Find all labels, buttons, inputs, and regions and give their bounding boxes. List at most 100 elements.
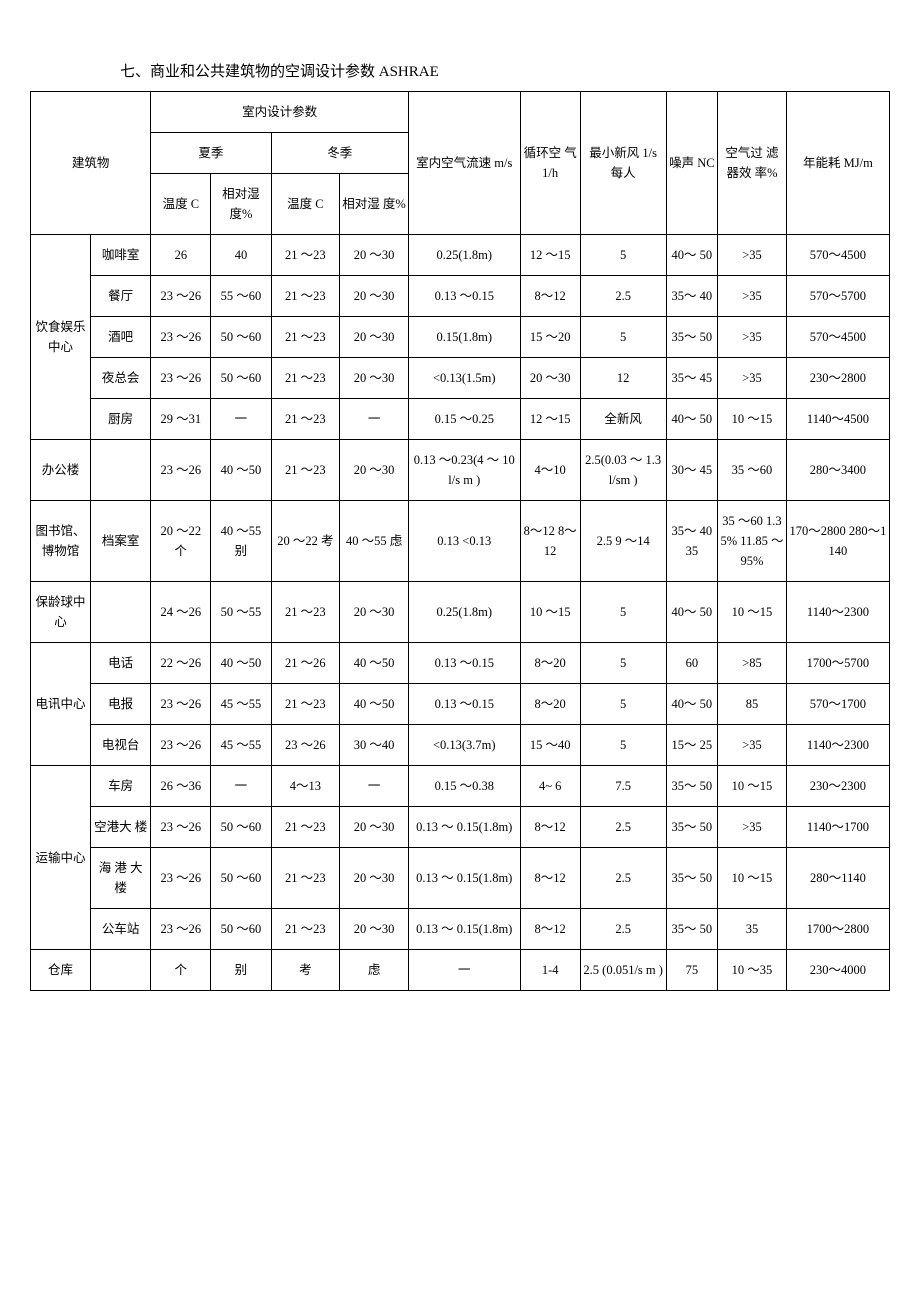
cell: 21 ～23 bbox=[271, 684, 340, 725]
cell: 15 ～20 bbox=[520, 317, 580, 358]
cell: 570～4500 bbox=[786, 235, 889, 276]
cell bbox=[91, 582, 151, 643]
cell: 0.13 ～ 0.15(1.8m) bbox=[408, 848, 520, 909]
cell: 公车站 bbox=[91, 909, 151, 950]
cell: 22 ～26 bbox=[151, 643, 211, 684]
cell: 50 ～60 bbox=[211, 807, 271, 848]
cell: 20 ～30 bbox=[340, 358, 409, 399]
cell: 一 bbox=[340, 766, 409, 807]
cell: 空港大 楼 bbox=[91, 807, 151, 848]
cell: 海 港 大 楼 bbox=[91, 848, 151, 909]
cell: 23 ～26 bbox=[151, 725, 211, 766]
cell: 10 ～15 bbox=[718, 582, 787, 643]
cell-category: 保龄球中 心 bbox=[31, 582, 91, 643]
cell: 1140～2300 bbox=[786, 582, 889, 643]
cell: 60 bbox=[666, 643, 718, 684]
cell: 0.25(1.8m) bbox=[408, 235, 520, 276]
cell: 0.13 ～0.15 bbox=[408, 684, 520, 725]
cell: 30 ～40 bbox=[340, 725, 409, 766]
hdr-airspeed: 室内空气流速 m/s bbox=[408, 92, 520, 235]
cell: 2.5 bbox=[580, 848, 666, 909]
cell: >35 bbox=[718, 725, 787, 766]
cell: 40～ 50 bbox=[666, 399, 718, 440]
cell: 23 ～26 bbox=[151, 684, 211, 725]
cell: 23 ～26 bbox=[151, 358, 211, 399]
hdr-filter: 空气过 滤 器效 率% bbox=[718, 92, 787, 235]
cell: 5 bbox=[580, 582, 666, 643]
cell: 21 ～26 bbox=[271, 643, 340, 684]
hdr-building: 建筑物 bbox=[31, 92, 151, 235]
cell: 2.5 bbox=[580, 909, 666, 950]
cell: 8～12 8～12 bbox=[520, 501, 580, 582]
cell: 21 ～23 bbox=[271, 399, 340, 440]
cell: 40～ 50 bbox=[666, 684, 718, 725]
cell: 30～ 45 bbox=[666, 440, 718, 501]
cell-category: 仓库 bbox=[31, 950, 91, 991]
cell: 一 bbox=[408, 950, 520, 991]
cell: 35 ～60 bbox=[718, 440, 787, 501]
table-row: 图书馆、 博物馆 档案室 20 ～22 个 40 ～55 别 20 ～22 考 … bbox=[31, 501, 890, 582]
cell: 40～ 50 bbox=[666, 582, 718, 643]
cell: 230～2300 bbox=[786, 766, 889, 807]
hdr-summer-rh: 相对湿 度% bbox=[211, 174, 271, 235]
table-row: 餐厅 23 ～26 55 ～60 21 ～23 20 ～30 0.13 ～0.1… bbox=[31, 276, 890, 317]
cell: 230～2800 bbox=[786, 358, 889, 399]
cell: 20 ～30 bbox=[340, 807, 409, 848]
table-row: 办公楼 23 ～26 40 ～50 21 ～23 20 ～30 0.13 ～0.… bbox=[31, 440, 890, 501]
cell-category: 电讯中心 bbox=[31, 643, 91, 766]
cell: 40 ～50 bbox=[340, 684, 409, 725]
cell: 50 ～55 bbox=[211, 582, 271, 643]
cell: 2.5(0.03 ～ 1.3l/sm ) bbox=[580, 440, 666, 501]
hdr-winter-temp: 温度 C bbox=[271, 174, 340, 235]
cell: 0.13 ～ 0.15(1.8m) bbox=[408, 909, 520, 950]
cell: 餐厅 bbox=[91, 276, 151, 317]
cell: 45 ～55 bbox=[211, 684, 271, 725]
cell: 10 ～15 bbox=[520, 582, 580, 643]
cell: 1140～1700 bbox=[786, 807, 889, 848]
cell: 5 bbox=[580, 684, 666, 725]
hdr-indoor: 室内设计参数 bbox=[151, 92, 409, 133]
cell: 20 ～30 bbox=[520, 358, 580, 399]
cell: 5 bbox=[580, 725, 666, 766]
cell: 2.5 9 ～14 bbox=[580, 501, 666, 582]
cell: 12 bbox=[580, 358, 666, 399]
cell: >35 bbox=[718, 807, 787, 848]
cell: <0.13(3.7m) bbox=[408, 725, 520, 766]
cell: 21 ～23 bbox=[271, 848, 340, 909]
cell: 10 ～15 bbox=[718, 848, 787, 909]
cell: 20 ～22 考 bbox=[271, 501, 340, 582]
cell: 570～4500 bbox=[786, 317, 889, 358]
cell: 29 ～31 bbox=[151, 399, 211, 440]
table-row: 厨房 29 ～31 一 21 ～23 一 0.15 ～0.25 12 ～15 全… bbox=[31, 399, 890, 440]
cell: 55 ～60 bbox=[211, 276, 271, 317]
cell: 23 ～26 bbox=[151, 276, 211, 317]
table-header-row: 建筑物 室内设计参数 室内空气流速 m/s 循环空 气 1/h 最小新风 1/s… bbox=[31, 92, 890, 133]
cell: 15 ～40 bbox=[520, 725, 580, 766]
cell: 21 ～23 bbox=[271, 807, 340, 848]
cell-category: 图书馆、 博物馆 bbox=[31, 501, 91, 582]
cell: 10 ～15 bbox=[718, 766, 787, 807]
cell: 50 ～60 bbox=[211, 848, 271, 909]
cell: 26 ～36 bbox=[151, 766, 211, 807]
cell: 35～ 50 bbox=[666, 317, 718, 358]
cell: 85 bbox=[718, 684, 787, 725]
cell: 35～ 50 bbox=[666, 909, 718, 950]
cell: 21 ～23 bbox=[271, 235, 340, 276]
cell bbox=[91, 440, 151, 501]
cell: 21 ～23 bbox=[271, 317, 340, 358]
cell: 40～ 50 bbox=[666, 235, 718, 276]
cell: 40 ～50 bbox=[211, 643, 271, 684]
cell: 50 ～60 bbox=[211, 909, 271, 950]
cell: 10 ～35 bbox=[718, 950, 787, 991]
cell: 酒吧 bbox=[91, 317, 151, 358]
cell: 1140～2300 bbox=[786, 725, 889, 766]
cell: 40 ～55 虑 bbox=[340, 501, 409, 582]
cell: 电视台 bbox=[91, 725, 151, 766]
hdr-summer: 夏季 bbox=[151, 133, 271, 174]
cell: 2.5 bbox=[580, 276, 666, 317]
cell: 280～1140 bbox=[786, 848, 889, 909]
cell: >35 bbox=[718, 235, 787, 276]
cell: 280～3400 bbox=[786, 440, 889, 501]
cell: >35 bbox=[718, 358, 787, 399]
cell: 23 ～26 bbox=[151, 848, 211, 909]
